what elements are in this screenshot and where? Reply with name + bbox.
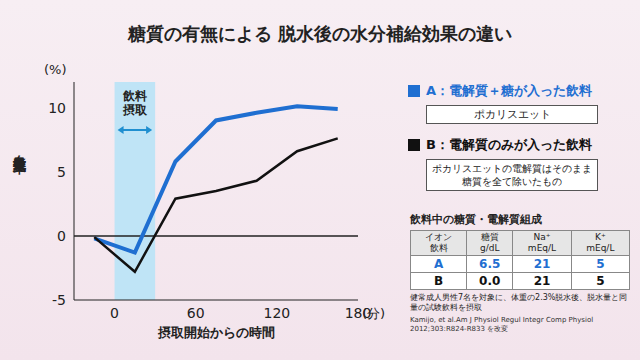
svg-text:0: 0 (110, 305, 119, 321)
svg-text:60: 60 (187, 305, 205, 321)
svg-text:10: 10 (48, 100, 66, 116)
svg-text:5: 5 (57, 164, 66, 180)
svg-text:120: 120 (263, 305, 290, 321)
svg-text:摂取: 摂取 (122, 103, 148, 117)
svg-text:0: 0 (57, 228, 66, 244)
svg-text:飲料: 飲料 (122, 89, 147, 103)
svg-text:-5: -5 (52, 292, 66, 308)
